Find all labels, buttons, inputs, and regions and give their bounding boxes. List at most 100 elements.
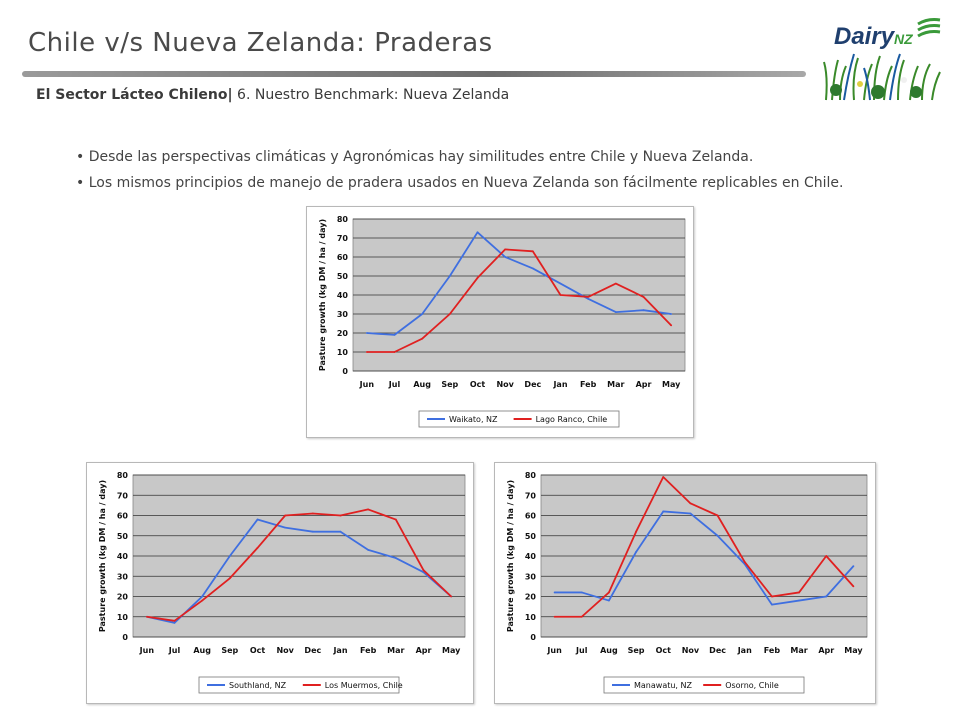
series-line: [146, 508, 452, 622]
data-point: [311, 530, 314, 533]
legend-label: Lago Ranco, Chile: [536, 415, 608, 424]
chart-svg: 0 10 20 30 40 50 60 70 80 Jun Jul Aug Sep Oct Nov Dec Ja…: [318, 215, 686, 428]
data-point: [339, 514, 342, 517]
chart-svg: 0 10 20 30 40 50 60 70 80 Jun Jul Aug Sep Oct Nov Dec Ja…: [506, 471, 868, 694]
x-tick-label: Apr: [636, 380, 652, 389]
data-point: [393, 351, 396, 353]
y-tick-label: 30: [525, 572, 537, 581]
data-point: [504, 256, 507, 258]
data-point: [771, 595, 773, 598]
x-tick-label: Oct: [470, 380, 486, 389]
y-tick-label: 70: [525, 491, 537, 500]
x-tick-label: Sep: [441, 380, 458, 389]
data-point: [580, 591, 583, 594]
x-tick-label: Jun: [139, 646, 155, 655]
legend-label: Los Muermos, Chile: [325, 681, 403, 690]
data-point: [173, 619, 176, 622]
data-point: [670, 313, 673, 315]
y-tick-label: 80: [337, 215, 349, 224]
x-tick-label: Apr: [416, 646, 432, 655]
series-line: [554, 510, 855, 606]
x-tick-label: Aug: [193, 646, 211, 655]
x-tick-label: Jun: [359, 380, 375, 389]
data-point: [553, 615, 556, 618]
legend-box: [198, 676, 400, 694]
data-point: [228, 577, 231, 580]
x-tick-label: Apr: [818, 646, 834, 655]
subtitle-topic: 6. Nuestro Benchmark: Nueva Zelanda: [232, 87, 510, 103]
y-tick-label: 70: [117, 491, 129, 500]
data-point: [394, 557, 397, 559]
chart-manawatu-osorno: 0 10 20 30 40 50 60 70 80 Jun Jul Aug Sep Oct Nov Dec Ja…: [494, 462, 876, 704]
data-point: [559, 294, 562, 296]
y-tick-label: 0: [530, 633, 536, 642]
dairynz-logo: Dairy NZ: [814, 14, 944, 106]
data-point: [608, 599, 610, 602]
data-point: [614, 282, 617, 285]
data-point: [284, 526, 287, 529]
x-tick-label: Dec: [304, 646, 321, 655]
x-tick-label: Dec: [524, 380, 541, 389]
title-divider: [22, 71, 806, 77]
bullet-item: • Los mismos principios de manejo de pra…: [76, 175, 844, 191]
data-point: [662, 476, 665, 478]
y-tick-label: 20: [337, 329, 349, 338]
y-tick-label: 50: [337, 272, 349, 281]
x-tick-label: Nov: [276, 646, 294, 655]
data-point: [284, 514, 287, 517]
data-point: [580, 615, 583, 618]
data-point: [228, 555, 231, 557]
data-point: [476, 277, 479, 279]
data-point: [553, 591, 556, 594]
chart-svg: 0 10 20 30 40 50 60 70 80 Jun Jul Aug Sep Oct Nov Dec Ja…: [98, 471, 466, 694]
series-line: [146, 518, 452, 624]
legend-label: Manawatu, NZ: [634, 681, 693, 690]
data-point: [716, 534, 719, 537]
series-line: [366, 231, 672, 336]
y-tick-label: 30: [117, 572, 129, 581]
data-point: [798, 599, 800, 602]
legend-label: Osorno, Chile: [725, 681, 779, 690]
y-tick-label: 60: [117, 512, 129, 521]
x-tick-label: Mar: [790, 646, 807, 655]
data-point: [798, 591, 800, 594]
y-tick-label: 40: [525, 552, 537, 561]
data-point: [311, 512, 314, 515]
grass-illustration-icon: [823, 53, 941, 101]
y-tick-label: 10: [525, 613, 537, 622]
x-tick-label: Sep: [628, 646, 645, 655]
y-tick-label: 60: [525, 512, 537, 521]
data-point: [504, 248, 507, 251]
data-point: [852, 565, 855, 568]
data-point: [256, 518, 259, 521]
x-tick-label: Jan: [332, 646, 347, 655]
data-point: [852, 585, 855, 588]
x-tick-label: Jan: [552, 380, 567, 389]
y-tick-label: 50: [525, 532, 537, 541]
data-point: [365, 332, 368, 334]
x-tick-label: Dec: [709, 646, 726, 655]
data-point: [689, 512, 692, 515]
data-point: [531, 267, 534, 270]
data-point: [256, 547, 259, 549]
subtitle-section: El Sector Lácteo Chileno|: [36, 87, 233, 103]
y-tick-label: 0: [342, 367, 348, 376]
x-tick-label: Oct: [250, 646, 266, 655]
chart-southland-los-muermos: 0 10 20 30 40 50 60 70 80 Jun Jul Aug Sep Oct Nov Dec Ja…: [86, 462, 474, 704]
x-tick-label: Aug: [413, 380, 431, 389]
x-tick-label: May: [844, 646, 863, 655]
y-tick-label: 10: [337, 348, 349, 357]
data-point: [608, 591, 610, 594]
data-point: [635, 530, 637, 533]
x-tick-label: Jul: [168, 646, 181, 655]
y-axis-label: Pasture growth (kg DM / ha / day): [98, 480, 107, 632]
x-tick-label: Jul: [388, 380, 401, 389]
data-point: [367, 549, 370, 551]
x-tick-label: May: [662, 380, 681, 389]
y-tick-label: 40: [117, 552, 129, 561]
x-tick-label: Jun: [546, 646, 562, 655]
y-axis-label: Pasture growth (kg DM / ha / day): [506, 480, 515, 632]
data-point: [531, 250, 534, 253]
data-point: [825, 555, 828, 557]
x-tick-label: Jan: [737, 646, 752, 655]
